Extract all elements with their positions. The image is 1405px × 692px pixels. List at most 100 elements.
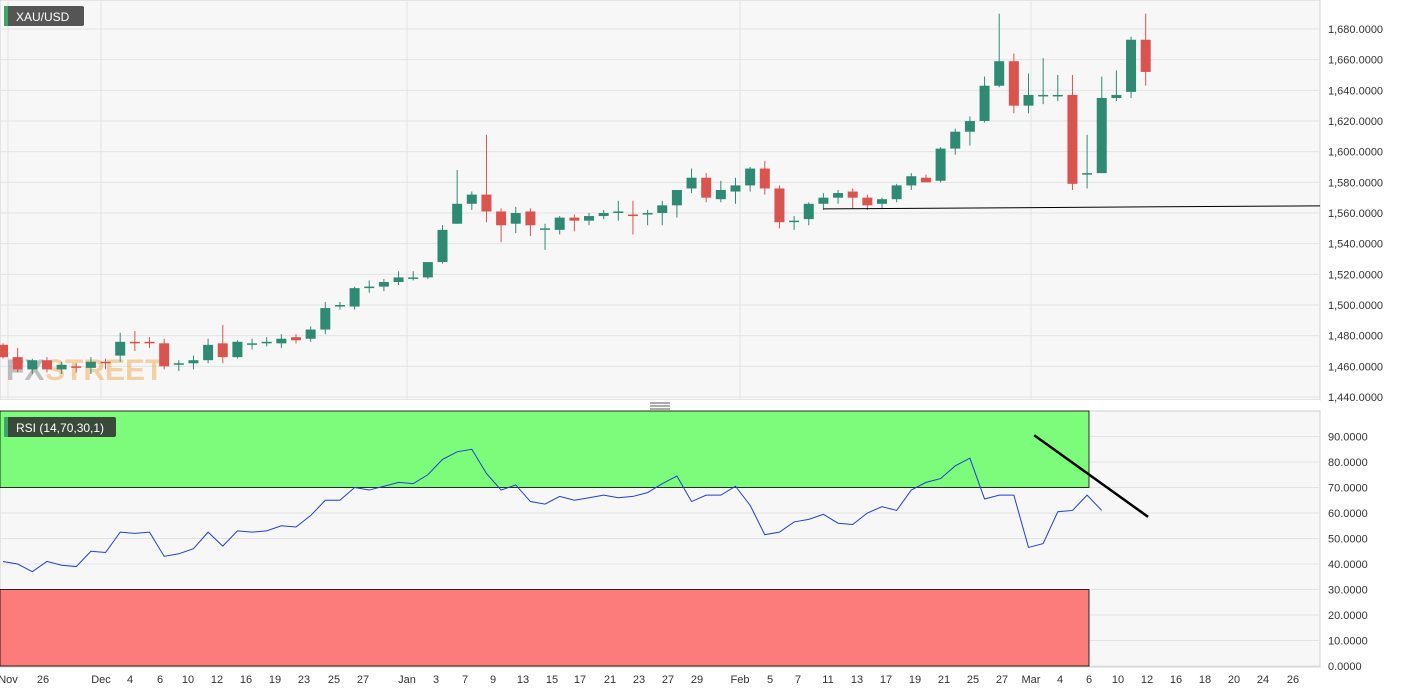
candle xyxy=(1008,53,1019,114)
candle-body xyxy=(217,343,228,358)
candle-body xyxy=(1082,173,1093,175)
candle-body xyxy=(481,194,492,212)
candle-body xyxy=(188,360,199,364)
candle xyxy=(701,173,712,203)
price-tick-label: 1,680.0000 xyxy=(1328,24,1383,36)
symbol-label: XAU/USD xyxy=(16,10,70,24)
candle-body xyxy=(27,360,38,370)
candle-body xyxy=(1096,98,1107,174)
candle xyxy=(188,355,199,370)
candle-body xyxy=(950,131,961,149)
candle xyxy=(334,301,345,310)
rsi-tick-label: 60.0000 xyxy=(1328,508,1368,520)
candle-body xyxy=(715,190,726,200)
candle xyxy=(349,286,360,310)
rsi-zones xyxy=(0,410,1090,667)
candle xyxy=(437,225,448,264)
resize-handle-icon[interactable] xyxy=(650,402,670,410)
candle xyxy=(759,160,770,195)
candle xyxy=(56,361,67,374)
candle-body xyxy=(144,341,155,344)
time-tick-label: 21 xyxy=(938,674,950,686)
candle-body xyxy=(261,341,272,344)
rsi-line xyxy=(2,448,1103,573)
time-tick-label: 6 xyxy=(1086,674,1092,686)
time-tick-label: 7 xyxy=(795,674,801,686)
time-tick-label: 19 xyxy=(269,674,281,686)
time-tick-label: 18 xyxy=(1199,674,1211,686)
candle-body xyxy=(1038,94,1049,97)
candle-body xyxy=(935,148,946,181)
rsi-tick-label: 50.0000 xyxy=(1328,534,1368,546)
candle xyxy=(85,357,96,374)
candle-body xyxy=(686,177,697,189)
candle xyxy=(422,262,433,279)
watermark-street: STREET xyxy=(45,354,163,387)
time-tick-label: 27 xyxy=(996,674,1008,686)
time-tick-label: 16 xyxy=(240,674,252,686)
price-tick-label: 1,480.0000 xyxy=(1328,331,1383,343)
candle-body xyxy=(466,194,477,204)
candle-body xyxy=(1126,39,1137,92)
candle-body xyxy=(349,288,360,307)
time-tick-label: 12 xyxy=(211,674,223,686)
candle-body xyxy=(803,203,814,220)
candle xyxy=(540,223,551,250)
time-tick-label: 21 xyxy=(604,674,616,686)
candle-body xyxy=(408,277,419,279)
candle-body xyxy=(1140,39,1151,72)
candle-body xyxy=(613,211,624,213)
candle-body xyxy=(994,61,1005,86)
candle xyxy=(525,208,536,236)
time-tick-label: 15 xyxy=(546,674,558,686)
candle xyxy=(833,190,844,204)
candle xyxy=(0,343,8,359)
candle-body xyxy=(1111,94,1122,98)
candle xyxy=(481,134,492,223)
rsi-resistance-line xyxy=(1033,434,1149,518)
candlestick-series xyxy=(0,13,1151,374)
time-tick-label: 9 xyxy=(490,674,496,686)
candle-body xyxy=(173,363,184,365)
rsi-trendline xyxy=(1033,434,1149,518)
candle-body xyxy=(730,185,741,192)
time-tick-label: 4 xyxy=(127,674,133,686)
time-tick-label: Mar xyxy=(1022,674,1041,686)
rsi-tick-label: 40.0000 xyxy=(1328,559,1368,571)
price-tick-label: 1,660.0000 xyxy=(1328,55,1383,67)
time-tick-label: 13 xyxy=(851,674,863,686)
candle-body xyxy=(320,308,331,330)
price-tick-label: 1,540.0000 xyxy=(1328,239,1383,251)
oversold-zone xyxy=(0,589,1090,667)
time-tick-label: 6 xyxy=(157,674,163,686)
candle-body xyxy=(1008,61,1019,106)
candle-body xyxy=(642,213,653,215)
time-tick-label: 24 xyxy=(1257,674,1269,686)
time-tick-label: 16 xyxy=(1170,674,1182,686)
time-tick-label: Dec xyxy=(91,674,111,686)
candle xyxy=(979,76,990,123)
candle xyxy=(1126,36,1137,98)
rsi-tick-label: 80.0000 xyxy=(1328,457,1368,469)
candle xyxy=(657,200,668,226)
candle-body xyxy=(0,344,8,358)
time-tick-label: Nov xyxy=(0,674,18,686)
price-tick-label: 1,640.0000 xyxy=(1328,85,1383,97)
candle xyxy=(1096,76,1107,174)
rsi-tick-label: 10.0000 xyxy=(1328,636,1368,648)
rsi-series xyxy=(2,448,1103,573)
price-axis: 1,440.0000 1,460.0000 1,480.0000 1,500.0000… xyxy=(1328,24,1383,404)
price-tick-label: 1,600.0000 xyxy=(1328,147,1383,159)
watermark-fx: FX xyxy=(6,354,44,387)
candle xyxy=(364,280,375,293)
time-tick-label: 10 xyxy=(182,674,194,686)
indicator-badge[interactable]: RSI (14,70,30,1) xyxy=(4,417,116,437)
symbol-badge[interactable]: XAU/USD xyxy=(4,6,84,26)
candle xyxy=(12,347,23,373)
rsi-tick-label: 70.0000 xyxy=(1328,483,1368,495)
candle-body xyxy=(437,229,448,263)
time-tick-label: 13 xyxy=(517,674,529,686)
time-tick-label: 23 xyxy=(298,674,310,686)
candle xyxy=(847,188,858,209)
